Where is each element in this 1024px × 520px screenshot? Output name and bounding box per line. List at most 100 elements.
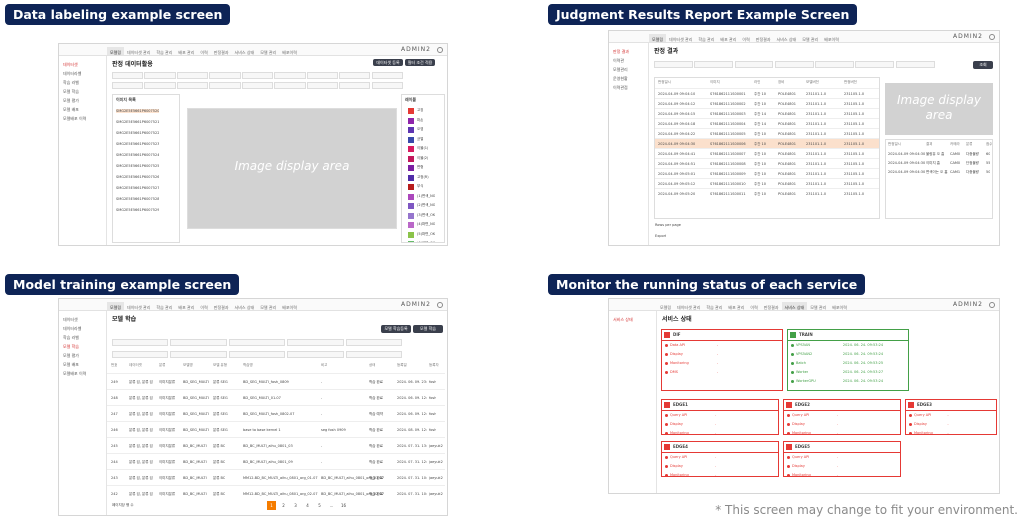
item-name: Monitoring <box>914 431 933 435</box>
label-name: (2)변색_NG <box>417 203 436 207</box>
item-name: Display <box>670 464 683 468</box>
sidebar-item: 학습 라벨 <box>63 335 79 340</box>
table-cell: 분류 검, 분류 검 <box>129 492 153 496</box>
status-dot <box>665 371 668 374</box>
content: 판정 데이터활용 데이터셋 등록 필터 조건 적용 이미지 목록 SMG2E5E5661… <box>107 56 447 245</box>
list-item: SMG2E5E5661P6007528 <box>116 197 160 201</box>
table-cell: 2024-04-09 09:05:01 <box>658 172 696 176</box>
service-card: TRAIN VPS5AN 2024. 06. 24. 09:53:24 VPS5AN2… <box>787 329 909 391</box>
table-cell: jaeyuk2 <box>429 444 443 448</box>
tab: 모델링 <box>660 305 672 310</box>
table-cell: CAM1 <box>950 170 961 174</box>
filter-input <box>339 72 371 79</box>
table-cell: 231101.1.0 <box>806 112 827 116</box>
service-card: EDGE5 Query API - Display - Monitoring - <box>783 441 901 477</box>
table-row: 2024-04-09 09:05:01 S761862111S00009 주간 10… <box>655 168 879 178</box>
table-cell: 분류 검, 분류 검 <box>129 476 153 480</box>
table-cell: jaeyuk2 <box>429 460 443 464</box>
table-cell: 2024-04-09 09:05:20 <box>658 192 696 196</box>
table-cell: S761862111S00003 <box>710 112 746 116</box>
image-list: 이미지 목록 SMG2E5E5661P6007520 SMG2E5E5661P600… <box>112 94 180 243</box>
tab: 서비스 상태 <box>776 37 797 42</box>
table-cell: 분류 검, 분류 검 <box>129 444 153 448</box>
tab: 판정결과 <box>755 37 771 42</box>
filter-input <box>144 72 176 79</box>
sidebar-item: 모델 평가 <box>63 98 79 103</box>
table-row: 248 분류 검, 분류 검 이미지분류 BD_SEG_MULTI 분류 SEG BD_S… <box>107 389 445 405</box>
item-name: Monitoring <box>792 431 811 435</box>
table-header: 분류 <box>159 363 166 367</box>
table-cell: S761862111S00011 <box>710 192 746 196</box>
status-dot <box>909 423 912 426</box>
item-name: Query API <box>914 413 932 417</box>
sidebar-item: 데이터셋 <box>63 62 78 67</box>
caption: Data labeling example screen <box>5 4 231 25</box>
tab: 판정결과 <box>213 305 229 310</box>
list-item: SMG2E5E5661P6007523 <box>116 142 160 146</box>
table-cell: S761862111S00008 <box>710 162 746 166</box>
item-time: - <box>716 370 719 374</box>
label-swatch <box>408 108 414 114</box>
tab: 이력 <box>742 37 750 42</box>
table-cell: 이미지분류 <box>159 444 176 448</box>
label-name: (4)파편_NG <box>417 222 436 226</box>
list-item: SMG2E5E5661P6007526 <box>116 175 160 179</box>
status-dot <box>665 414 668 417</box>
tabs: 모델링 데이터셋 관리 학습 관리 배포 관리 이력 판정결과 서비스 상태 모델 관리 배포이… <box>107 299 300 310</box>
table-row: 246 분류 검, 분류 검 이미지분류 BD_SEG_MULTI 분류 SEG base… <box>107 421 445 437</box>
tab: 배포이력 <box>282 305 297 310</box>
placeholder: Image display area <box>234 158 350 173</box>
image-area: Image display area <box>187 108 397 229</box>
status-dot <box>665 456 668 459</box>
table-cell: POLE4801 <box>778 112 796 116</box>
item-name: Query API <box>670 413 688 417</box>
tab: 학습 관리 <box>706 305 723 310</box>
table-row: 2024-04-09 09:04:15 S761862111S00003 주간 14… <box>655 108 879 118</box>
table-cell: 2024. 07. 31. 10:52 <box>397 492 427 496</box>
item-time: - <box>837 422 839 426</box>
sidebar-item: 학습 라벨 <box>63 80 79 85</box>
table-cell: 주간 10 <box>754 92 767 96</box>
table-cell: 231105.1.0 <box>844 122 865 126</box>
tab: 배포 관리 <box>720 37 737 42</box>
status-dot <box>787 414 790 417</box>
table-cell: 이미지분류 <box>159 412 176 416</box>
item-time: 2024. 06. 24. 09:53:24 <box>842 379 884 383</box>
item-time: 2024. 06. 24. 09:53:24 <box>842 352 884 356</box>
tab: 이력 <box>750 305 758 310</box>
page-button: ... <box>329 503 334 508</box>
table-cell: BD_SEG_MULTI <box>183 380 209 384</box>
item-time: - <box>837 431 839 435</box>
label-name: 부식 <box>417 184 424 188</box>
status-dot <box>787 432 790 434</box>
caption: Model training example screen <box>5 274 240 295</box>
table-cell: 분류 검, 분류 검 <box>129 412 153 416</box>
table-cell: 이미지분류 <box>159 380 176 384</box>
item-name: WorkerGPU <box>796 379 816 383</box>
button: 필터 조건 적용 <box>405 59 435 66</box>
table-cell: BD_BC_MULTI_aihu_0801_03 <box>243 444 293 448</box>
status-dot <box>665 474 668 476</box>
table-cell: 주간 14 <box>754 112 767 116</box>
sidebar-item: 데이터라벨 <box>63 71 82 76</box>
label-swatch <box>408 222 414 228</box>
item-time: - <box>715 422 717 426</box>
item-name: Query API <box>792 455 810 459</box>
item-time: - <box>837 413 839 417</box>
table-cell: 학습 완료 <box>369 428 383 432</box>
table-cell: 이미지분류 <box>159 428 176 432</box>
table-cell: POLE4801 <box>778 192 796 196</box>
list-title: 이미지 목록 <box>116 97 136 102</box>
settings-icon <box>989 302 995 308</box>
table-cell: 분류 BC <box>213 476 226 480</box>
placeholder: Image display area <box>896 93 981 122</box>
service-name: EDGE2 <box>795 402 810 407</box>
table-cell: 2024-04-09 09:04:30 <box>888 152 926 156</box>
brand: ADMIN2 <box>953 301 983 308</box>
table-cell: POLE4801 <box>778 122 796 126</box>
table-row: 2024-04-09 09:04:22 S761862111S00005 주간 10… <box>655 128 879 138</box>
tab: 서비스 상태 <box>234 305 255 310</box>
table-cell: 2024-04-09 09:04:22 <box>658 132 696 136</box>
item-time: - <box>715 455 717 459</box>
